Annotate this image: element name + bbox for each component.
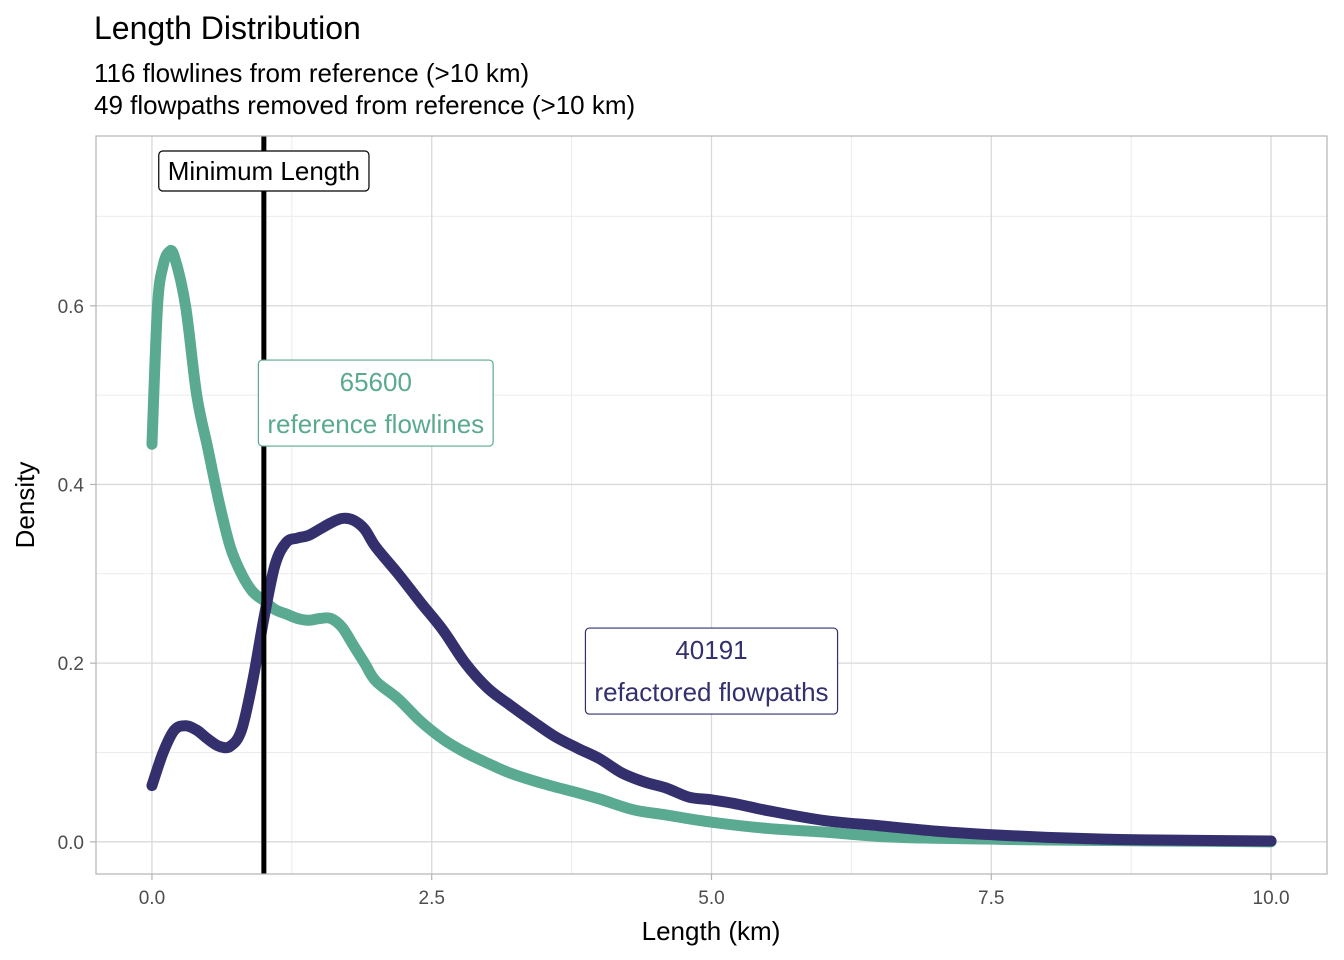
x-axis-ticks: 0.0 2.5 5.0 7.5 10.0 [139,874,1290,909]
y-axis-ticks: 0.0 0.2 0.4 0.6 [58,297,96,854]
chart-title: Length Distribution [94,10,361,46]
x-tick-label-3: 7.5 [978,888,1004,909]
y-axis-title: Density [10,462,40,549]
series-annotation-0: 65600 reference flowlines [257,359,494,447]
series-name-label-0: reference flowlines [267,409,484,439]
x-tick-label-4: 10.0 [1253,888,1290,909]
series-name-label-1: refactored flowpaths [594,677,828,707]
x-tick-label-2: 5.0 [698,888,724,909]
series-annotation-1: 40191 refactored flowpaths [584,627,839,715]
chart-subtitle-line-1: 116 flowlines from reference (>10 km) [94,58,529,88]
y-tick-label-2: 0.4 [58,475,85,496]
y-tick-label-1: 0.2 [58,654,84,675]
x-tick-label-1: 2.5 [419,888,445,909]
series-count-label-1: 40191 [675,635,747,665]
minimum-length-label: Minimum Length [158,150,370,192]
y-tick-label-3: 0.6 [58,297,84,318]
x-axis-title: Length (km) [642,916,781,946]
minimum-length-label-text: Minimum Length [168,156,360,186]
density-curve-0 [146,244,1277,848]
density-curve-1 [146,512,1277,847]
x-tick-label-0: 0.0 [139,888,165,909]
series-count-label-0: 65600 [340,367,412,397]
series-annotation-box-0 [257,359,494,447]
series-annotation-box-1 [584,627,839,715]
series-annotations: 65600 reference flowlines 40191 refactored … [257,359,839,715]
y-tick-label-0: 0.0 [58,833,84,854]
series-layer [146,244,1277,848]
chart-subtitle-line-2: 49 flowpaths removed from reference (>10… [94,90,635,120]
minimum-length-label-box [158,150,370,192]
